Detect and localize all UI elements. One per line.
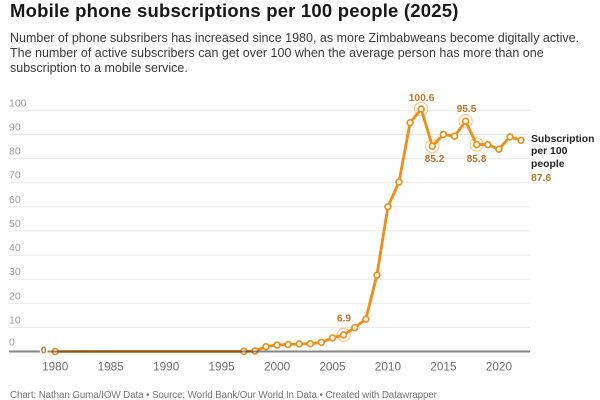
svg-text:90: 90 — [9, 122, 21, 134]
svg-text:95.5: 95.5 — [457, 104, 477, 115]
svg-text:0: 0 — [9, 337, 15, 349]
svg-text:2005: 2005 — [319, 359, 346, 373]
svg-text:2020: 2020 — [486, 359, 513, 373]
svg-text:2000: 2000 — [264, 359, 291, 373]
svg-text:40: 40 — [9, 242, 21, 254]
svg-text:1990: 1990 — [153, 359, 180, 373]
svg-text:1980: 1980 — [42, 359, 69, 373]
svg-text:85.2: 85.2 — [425, 154, 445, 165]
svg-text:70: 70 — [9, 170, 21, 182]
svg-text:6.9: 6.9 — [337, 314, 351, 325]
svg-text:30: 30 — [9, 266, 21, 278]
svg-text:20: 20 — [9, 290, 21, 302]
svg-text:2015: 2015 — [430, 359, 457, 373]
svg-text:2010: 2010 — [375, 359, 402, 373]
svg-text:80: 80 — [9, 146, 21, 158]
svg-text:50: 50 — [9, 218, 21, 230]
svg-text:100.6: 100.6 — [409, 93, 435, 104]
svg-text:100: 100 — [9, 97, 27, 109]
svg-text:10: 10 — [9, 314, 21, 326]
svg-text:0: 0 — [41, 346, 47, 357]
svg-text:1985: 1985 — [98, 359, 125, 373]
svg-text:60: 60 — [9, 194, 21, 206]
svg-text:1995: 1995 — [208, 359, 235, 373]
svg-text:85.8: 85.8 — [467, 154, 487, 165]
